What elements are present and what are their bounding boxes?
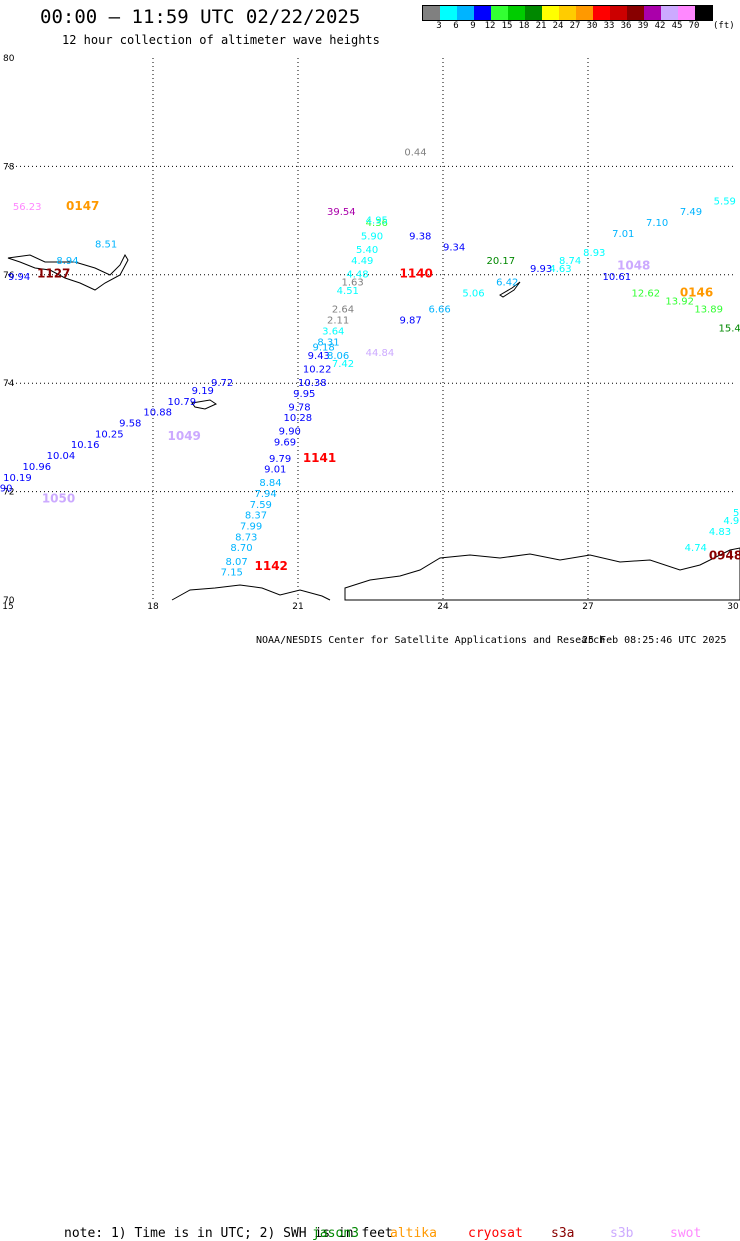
wave-height-point: 44.84 xyxy=(366,348,395,359)
pass-time-label: 0146 xyxy=(680,285,713,299)
wave-height-point: 0.44 xyxy=(404,148,426,159)
wave-height-point: 9.69 xyxy=(274,438,296,449)
wave-height-point: 7.01 xyxy=(612,229,634,240)
wave-height-point: 9.58 xyxy=(119,419,141,430)
wave-height-point: 6.66 xyxy=(429,305,451,316)
wave-height-point: 6.42 xyxy=(496,278,518,289)
wave-height-point: 8.93 xyxy=(583,248,605,259)
wave-height-point: 9.79 xyxy=(269,454,291,465)
wave-height-point: 4.51 xyxy=(337,286,359,297)
pass-time-label: 0147 xyxy=(66,199,99,213)
wave-height-point: 9.19 xyxy=(192,386,214,397)
wave-height-point: 9.78 xyxy=(288,402,310,413)
x-tick-label: 18 xyxy=(147,602,159,612)
wave-height-point: 5.40 xyxy=(356,245,378,256)
satellite-legend-swot: swot xyxy=(670,1226,701,1241)
satellite-legend-altika: altika xyxy=(390,1226,437,1241)
wave-height-point: 10.88 xyxy=(143,408,172,419)
wave-height-point: 7.15 xyxy=(221,568,243,579)
x-tick-label: 21 xyxy=(292,602,303,612)
y-tick-label: 78 xyxy=(3,162,15,172)
wave-height-point: 4.95 xyxy=(366,215,388,226)
wave-height-point: 5.59 xyxy=(714,196,736,207)
coastline xyxy=(8,255,740,600)
wave-height-point: 13.89 xyxy=(694,305,723,316)
wave-height-point: 4.83 xyxy=(709,527,731,538)
wave-height-point: 7.49 xyxy=(680,207,702,218)
satellite-legend-jason3: jason3 xyxy=(312,1226,359,1241)
satellite-legend-s3a: s3a xyxy=(551,1226,574,1241)
wave-height-point: 8.06 xyxy=(327,351,349,362)
wave-height-point: 9.38 xyxy=(409,232,431,243)
wave-height-point: 8.37 xyxy=(245,511,267,522)
wave-height-point: 56.23 xyxy=(13,202,42,213)
x-tick-label: 27 xyxy=(582,602,593,612)
wave-height-point: 10.22 xyxy=(303,364,332,375)
wave-height-point: 8.70 xyxy=(230,543,252,554)
wave-height-point: 5.06 xyxy=(462,288,484,299)
pass-time-label: 1140 xyxy=(400,267,433,281)
wave-height-point: 10.19 xyxy=(3,473,32,484)
footer-timestamp: 25 Feb 08:25:46 UTC 2025 xyxy=(582,635,727,646)
pass-time-labels: 0147 1127 1140 1048 0146 1049 1141 1050 1142 0948 xyxy=(37,199,740,573)
wave-height-point: 10.79 xyxy=(168,397,197,408)
wave-height-point: 4.96 xyxy=(723,516,740,527)
wave-height-point: 8.94 xyxy=(56,256,78,267)
pass-time-label: 1048 xyxy=(617,258,650,272)
wave-height-point: 10.96 xyxy=(23,462,52,473)
footer-credit: NOAA/NESDIS Center for Satellite Applica… xyxy=(256,635,605,646)
y-tick-label: 74 xyxy=(3,379,15,389)
wave-height-point: 9.34 xyxy=(443,242,465,253)
y-tick-label: 80 xyxy=(3,54,15,64)
wave-height-point: 10.90 xyxy=(0,484,12,495)
x-tick-label: 30 xyxy=(727,602,739,612)
pass-time-label: 1127 xyxy=(37,267,70,281)
satellite-legend-s3b: s3b xyxy=(610,1226,633,1241)
wave-height-point: 10.38 xyxy=(298,378,327,389)
wave-height-point: 9.90 xyxy=(279,427,301,438)
wave-height-point: 9.95 xyxy=(293,389,315,400)
wave-height-point: 20.17 xyxy=(487,256,516,267)
pass-time-label: 1142 xyxy=(255,559,288,573)
wave-height-point: 15.42 xyxy=(719,324,740,335)
wave-height-point: 9.72 xyxy=(211,378,233,389)
wave-height-point: 10.25 xyxy=(95,429,124,440)
note-row: note: 1) Time is in UTC; 2) SWH is in fe… xyxy=(0,613,740,631)
grid-lines xyxy=(8,58,733,600)
wave-height-point: 9.87 xyxy=(400,316,422,327)
wave-height-point: 9.01 xyxy=(264,465,286,476)
wave-height-point: 2.11 xyxy=(327,316,349,327)
wave-height-point: 10.28 xyxy=(284,413,313,424)
wave-height-point: 4.74 xyxy=(685,543,707,554)
wave-height-point: 8.73 xyxy=(235,532,257,543)
wave-height-point: 9.94 xyxy=(8,272,30,283)
wave-height-point: 8.07 xyxy=(226,557,248,568)
wave-height-point: 2.64 xyxy=(332,305,354,316)
wave-height-point: 7.99 xyxy=(240,522,262,533)
wave-height-point: 8.51 xyxy=(95,240,117,251)
pass-time-label: 1141 xyxy=(303,451,336,465)
pass-time-label: 1049 xyxy=(168,429,201,443)
x-tick-label: 24 xyxy=(437,602,449,612)
wave-height-point: 8.74 xyxy=(559,256,581,267)
wave-height-point: 12.62 xyxy=(632,288,661,299)
wave-height-point: 7.59 xyxy=(250,500,272,511)
wave-height-point: 3.64 xyxy=(322,326,344,337)
satellite-legend-cryosat: cryosat xyxy=(468,1226,523,1241)
wave-height-point: 8.84 xyxy=(259,478,281,489)
wave-height-point: 10.16 xyxy=(71,440,100,451)
y-tick-label: 70 xyxy=(3,596,15,606)
wave-height-point: 39.54 xyxy=(327,207,356,218)
wave-height-point: 4.49 xyxy=(351,256,373,267)
wave-height-point: 5.90 xyxy=(361,232,383,243)
wave-height-point: 10.04 xyxy=(47,451,76,462)
wave-height-point: 7.10 xyxy=(646,218,668,229)
wave-height-point: 10.61 xyxy=(603,272,632,283)
pass-time-label: 1050 xyxy=(42,491,75,505)
pass-time-label: 0948 xyxy=(709,548,740,562)
wave-height-point: 7.94 xyxy=(255,489,277,500)
